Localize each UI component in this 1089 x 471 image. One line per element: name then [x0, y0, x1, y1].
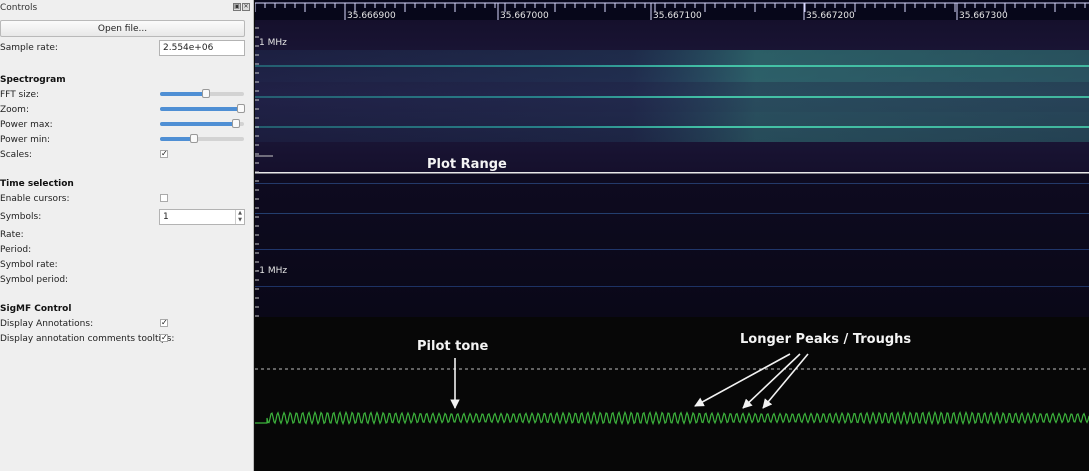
fft-size-slider[interactable] — [160, 89, 244, 99]
power-min-slider[interactable] — [160, 134, 244, 144]
slider-handle[interactable] — [190, 134, 198, 143]
signal-line — [255, 249, 1089, 250]
signal-line — [255, 126, 1089, 128]
peak-arrow — [762, 353, 809, 409]
time-selection-heading: Time selection — [0, 179, 74, 189]
freq-bottom-label: -1 MHz — [256, 266, 287, 276]
signal-line — [255, 65, 1089, 67]
fft-size-label: FFT size: — [0, 90, 40, 100]
symbol-rate-label: Symbol rate: — [0, 260, 58, 270]
scales-checkbox[interactable]: ✓ — [160, 149, 168, 158]
display-tooltips-checkbox[interactable]: ✓ — [160, 333, 168, 342]
controls-panel: Controls ▣ ✕ Open file... Sample rate: 2… — [0, 0, 254, 471]
power-min-label: Power min: — [0, 135, 51, 145]
float-icon[interactable]: ▣ — [233, 3, 241, 11]
power-max-label: Power max: — [0, 120, 53, 130]
peak-arrow — [694, 353, 791, 407]
scales-label: Scales: — [0, 150, 32, 160]
open-file-button[interactable]: Open file... — [0, 20, 245, 37]
rate-label: Rate: — [0, 230, 24, 240]
symbol-period-label: Symbol period: — [0, 275, 69, 285]
signal-line — [255, 286, 1089, 287]
time-tick-label: 35.667300 — [959, 11, 1008, 20]
enable-cursors-label: Enable cursors: — [0, 194, 70, 204]
symbols-label: Symbols: — [0, 212, 42, 222]
sigmf-heading: SigMF Control — [0, 304, 72, 314]
panel-title: Controls — [0, 3, 38, 13]
slider-handle[interactable] — [232, 119, 240, 128]
display-tooltips-label: Display annotation comments tooltips: — [0, 334, 175, 344]
sample-rate-label: Sample rate: — [0, 43, 58, 53]
enable-cursors-checkbox[interactable] — [160, 194, 168, 202]
longer-peaks-annotation: Longer Peaks / Troughs — [740, 332, 911, 347]
plot-range-annotation: Plot Range — [427, 157, 507, 172]
time-tick-label: 35.666900 — [347, 11, 396, 20]
spin-arrows-icon[interactable]: ▲ ▼ — [235, 210, 244, 224]
freq-top-label: 1 MHz — [259, 38, 287, 48]
close-icon[interactable]: ✕ — [242, 3, 250, 11]
signal-line — [255, 213, 1089, 214]
peak-arrow — [742, 353, 801, 409]
signal-waveform — [255, 410, 1089, 426]
frequency-scale — [255, 27, 259, 317]
slider-handle[interactable] — [237, 104, 245, 113]
power-max-slider[interactable] — [160, 119, 244, 129]
symbols-value: 1 — [163, 212, 169, 222]
panel-window-buttons: ▣ ✕ — [233, 3, 250, 11]
plot-range-line — [255, 172, 1089, 174]
time-tick-label: 35.667200 — [806, 11, 855, 20]
zoom-slider[interactable] — [160, 104, 245, 114]
spectrogram-heading: Spectrogram — [0, 75, 66, 85]
plot-area[interactable]: 35.666900 35.667000 35.667100 35.667200 … — [255, 0, 1089, 471]
signal-line — [255, 96, 1089, 98]
time-tick-label: 35.667000 — [500, 11, 549, 20]
time-tick-label: 35.667100 — [653, 11, 702, 20]
signal-line — [255, 183, 1089, 184]
time-ruler: 35.666900 35.667000 35.667100 35.667200 … — [255, 0, 1089, 20]
zoom-label: Zoom: — [0, 105, 29, 115]
pilot-tone-annotation: Pilot tone — [417, 339, 489, 354]
trace-plot[interactable]: Pilot tone Longer Peaks / Troughs — [255, 318, 1089, 471]
slider-handle[interactable] — [202, 89, 210, 98]
symbols-spinbox[interactable]: 1 ▲ ▼ — [159, 209, 245, 225]
display-annotations-label: Display Annotations: — [0, 319, 94, 329]
period-label: Period: — [0, 245, 32, 255]
sample-rate-input[interactable]: 2.554e+06 — [159, 40, 245, 56]
spectrogram-view[interactable]: 1 MHz -1 MHz Plot Range — [255, 20, 1089, 317]
display-annotations-checkbox[interactable]: ✓ — [160, 318, 168, 327]
spectrogram-lower-band — [255, 173, 1089, 317]
